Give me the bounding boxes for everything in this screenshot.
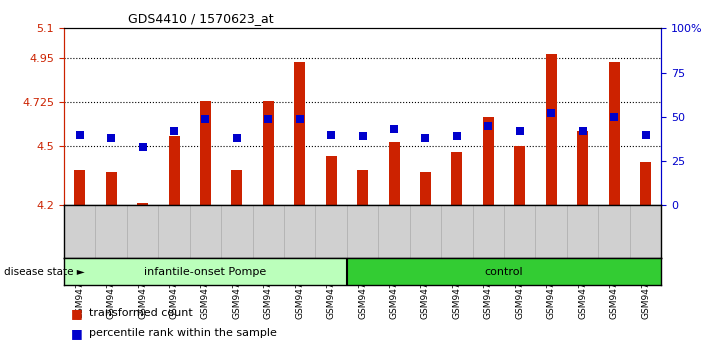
Text: ■: ■	[71, 327, 83, 340]
Bar	[231, 170, 242, 205]
Text: disease state ►: disease state ►	[4, 267, 85, 277]
Bar	[74, 170, 85, 205]
Bar	[546, 54, 557, 205]
Bar	[609, 62, 619, 205]
Bar	[326, 156, 337, 205]
Point	[640, 132, 651, 137]
Bar	[577, 131, 588, 205]
Point	[326, 132, 337, 137]
Point	[74, 132, 85, 137]
Bar	[514, 146, 525, 205]
Bar	[294, 62, 305, 205]
Point	[514, 128, 525, 134]
Point	[483, 123, 494, 129]
Bar	[347, 258, 661, 285]
Point	[294, 116, 306, 121]
Text: control: control	[485, 267, 523, 277]
Bar	[137, 203, 148, 205]
Text: ■: ■	[71, 307, 83, 320]
Point	[577, 128, 588, 134]
Point	[169, 128, 180, 134]
Bar	[640, 162, 651, 205]
Bar	[64, 258, 347, 285]
Bar	[169, 137, 179, 205]
Point	[419, 135, 431, 141]
Point	[105, 135, 117, 141]
Text: infantile-onset Pompe: infantile-onset Pompe	[144, 267, 267, 277]
Bar	[263, 101, 274, 205]
Bar	[483, 117, 494, 205]
Point	[388, 126, 400, 132]
Point	[451, 133, 463, 139]
Point	[609, 114, 620, 120]
Point	[231, 135, 242, 141]
Point	[357, 133, 368, 139]
Text: GDS4410 / 1570623_at: GDS4410 / 1570623_at	[128, 12, 274, 25]
Text: percentile rank within the sample: percentile rank within the sample	[89, 329, 277, 338]
Text: transformed count: transformed count	[89, 308, 193, 318]
Bar	[106, 172, 117, 205]
Bar	[357, 170, 368, 205]
Point	[545, 110, 557, 116]
Bar	[420, 172, 431, 205]
Point	[200, 116, 211, 121]
Bar	[388, 142, 400, 205]
Bar	[451, 152, 462, 205]
Bar	[200, 101, 211, 205]
Point	[262, 116, 274, 121]
Point	[137, 144, 149, 150]
